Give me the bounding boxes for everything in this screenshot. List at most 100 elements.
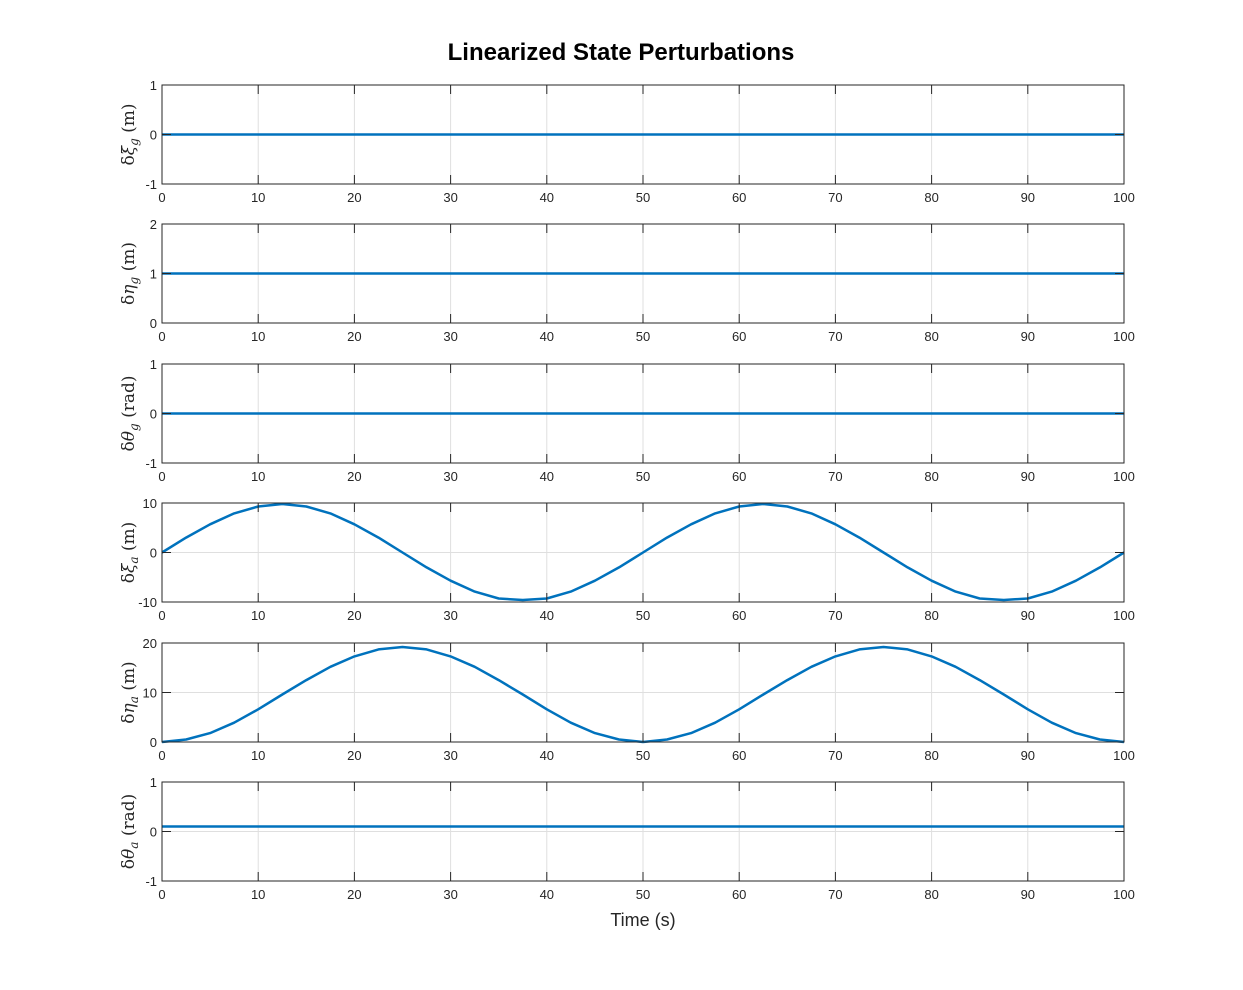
series-line-4 bbox=[161, 502, 1125, 602]
y-tick-label: 20 bbox=[143, 636, 157, 651]
x-tick-label: 70 bbox=[828, 608, 842, 623]
x-tick-label: 0 bbox=[158, 469, 165, 484]
x-tick-label: 30 bbox=[443, 608, 457, 623]
x-tick-label: 40 bbox=[540, 469, 554, 484]
x-tick-label: 0 bbox=[158, 748, 165, 763]
x-tick-label: 90 bbox=[1021, 887, 1035, 902]
x-tick-label: 30 bbox=[443, 469, 457, 484]
x-tick-label: 60 bbox=[732, 887, 746, 902]
x-tick-label: 80 bbox=[924, 329, 938, 344]
x-tick-label: 20 bbox=[347, 608, 361, 623]
x-tick-label: 50 bbox=[636, 190, 650, 205]
y-axis-label-4: δξa (m) bbox=[119, 522, 141, 584]
x-tick-label: 40 bbox=[540, 329, 554, 344]
x-tick-label: 70 bbox=[828, 190, 842, 205]
x-tick-label: 60 bbox=[732, 469, 746, 484]
x-tick-label: 50 bbox=[636, 329, 650, 344]
x-tick-label: 50 bbox=[636, 608, 650, 623]
x-tick-label: 0 bbox=[158, 329, 165, 344]
x-tick-label: 10 bbox=[251, 190, 265, 205]
y-tick-label: -1 bbox=[145, 456, 157, 471]
x-tick-label: 100 bbox=[1113, 329, 1135, 344]
x-tick-label: 0 bbox=[158, 608, 165, 623]
x-tick-label: 40 bbox=[540, 748, 554, 763]
y-tick-label: 0 bbox=[150, 735, 157, 750]
x-tick-label: 80 bbox=[924, 190, 938, 205]
y-tick-label: 0 bbox=[150, 546, 157, 561]
y-tick-label: 1 bbox=[150, 775, 157, 790]
x-tick-label: 20 bbox=[347, 887, 361, 902]
y-axis-label-1: δξg (m) bbox=[119, 103, 141, 165]
x-tick-label: 0 bbox=[158, 887, 165, 902]
y-tick-label: 1 bbox=[150, 78, 157, 93]
x-tick-label: 80 bbox=[924, 608, 938, 623]
y-tick-label: 1 bbox=[150, 267, 157, 282]
x-tick-label: 30 bbox=[443, 190, 457, 205]
x-tick-label: 80 bbox=[924, 469, 938, 484]
x-tick-label: 60 bbox=[732, 329, 746, 344]
y-tick-label: 10 bbox=[143, 686, 157, 701]
x-tick-label: 70 bbox=[828, 469, 842, 484]
x-tick-label: 100 bbox=[1113, 887, 1135, 902]
x-tick-label: 20 bbox=[347, 748, 361, 763]
x-tick-label: 90 bbox=[1021, 190, 1035, 205]
x-tick-label: 30 bbox=[443, 329, 457, 344]
x-tick-label: 70 bbox=[828, 887, 842, 902]
x-tick-label: 30 bbox=[443, 748, 457, 763]
x-tick-label: 80 bbox=[924, 748, 938, 763]
x-tick-label: 80 bbox=[924, 887, 938, 902]
x-tick-label: 30 bbox=[443, 887, 457, 902]
y-axis-label-3: δθg (rad) bbox=[119, 376, 141, 452]
x-tick-label: 100 bbox=[1113, 469, 1135, 484]
y-tick-label: -1 bbox=[145, 177, 157, 192]
x-tick-label: 50 bbox=[636, 887, 650, 902]
x-tick-label: 90 bbox=[1021, 748, 1035, 763]
y-axis-label-5: δηa (m) bbox=[119, 661, 141, 723]
x-tick-label: 10 bbox=[251, 469, 265, 484]
y-tick-label: 2 bbox=[150, 217, 157, 232]
x-tick-label: 70 bbox=[828, 329, 842, 344]
y-tick-label: 0 bbox=[150, 825, 157, 840]
x-tick-label: 40 bbox=[540, 887, 554, 902]
x-tick-label: 90 bbox=[1021, 469, 1035, 484]
y-tick-label: 0 bbox=[150, 407, 157, 422]
x-tick-label: 90 bbox=[1021, 608, 1035, 623]
x-tick-label: 60 bbox=[732, 190, 746, 205]
x-tick-label: 0 bbox=[158, 190, 165, 205]
x-tick-label: 40 bbox=[540, 608, 554, 623]
x-tick-label: 90 bbox=[1021, 329, 1035, 344]
x-tick-label: 100 bbox=[1113, 608, 1135, 623]
x-tick-label: 10 bbox=[251, 887, 265, 902]
y-tick-label: 0 bbox=[150, 316, 157, 331]
x-tick-label: 50 bbox=[636, 469, 650, 484]
x-tick-label: 10 bbox=[251, 608, 265, 623]
y-tick-label: 1 bbox=[150, 357, 157, 372]
y-tick-label: 0 bbox=[150, 128, 157, 143]
y-axis-label-2: δηg (m) bbox=[119, 242, 141, 305]
x-tick-label: 60 bbox=[732, 608, 746, 623]
x-tick-label: 100 bbox=[1113, 748, 1135, 763]
subplot-2: 0 10 20 30 40 50 60 70 80 90 100 0 1 2 δηg (m) bbox=[119, 217, 1135, 344]
y-tick-label: -10 bbox=[138, 595, 157, 610]
chart-title: Linearized State Perturbations bbox=[448, 39, 795, 66]
x-tick-label: 10 bbox=[251, 329, 265, 344]
x-tick-label: 10 bbox=[251, 748, 265, 763]
x-tick-label: 100 bbox=[1113, 190, 1135, 205]
x-tick-label: 20 bbox=[347, 469, 361, 484]
x-tick-label: 70 bbox=[828, 748, 842, 763]
x-tick-label: 20 bbox=[347, 329, 361, 344]
x-tick-label: 50 bbox=[636, 748, 650, 763]
y-tick-label: -1 bbox=[145, 874, 157, 889]
x-tick-label: 60 bbox=[732, 748, 746, 763]
y-tick-label: 10 bbox=[143, 496, 157, 511]
x-axis-label: Time (s) bbox=[610, 910, 675, 930]
x-tick-label: 40 bbox=[540, 190, 554, 205]
x-tick-label: 20 bbox=[347, 190, 361, 205]
